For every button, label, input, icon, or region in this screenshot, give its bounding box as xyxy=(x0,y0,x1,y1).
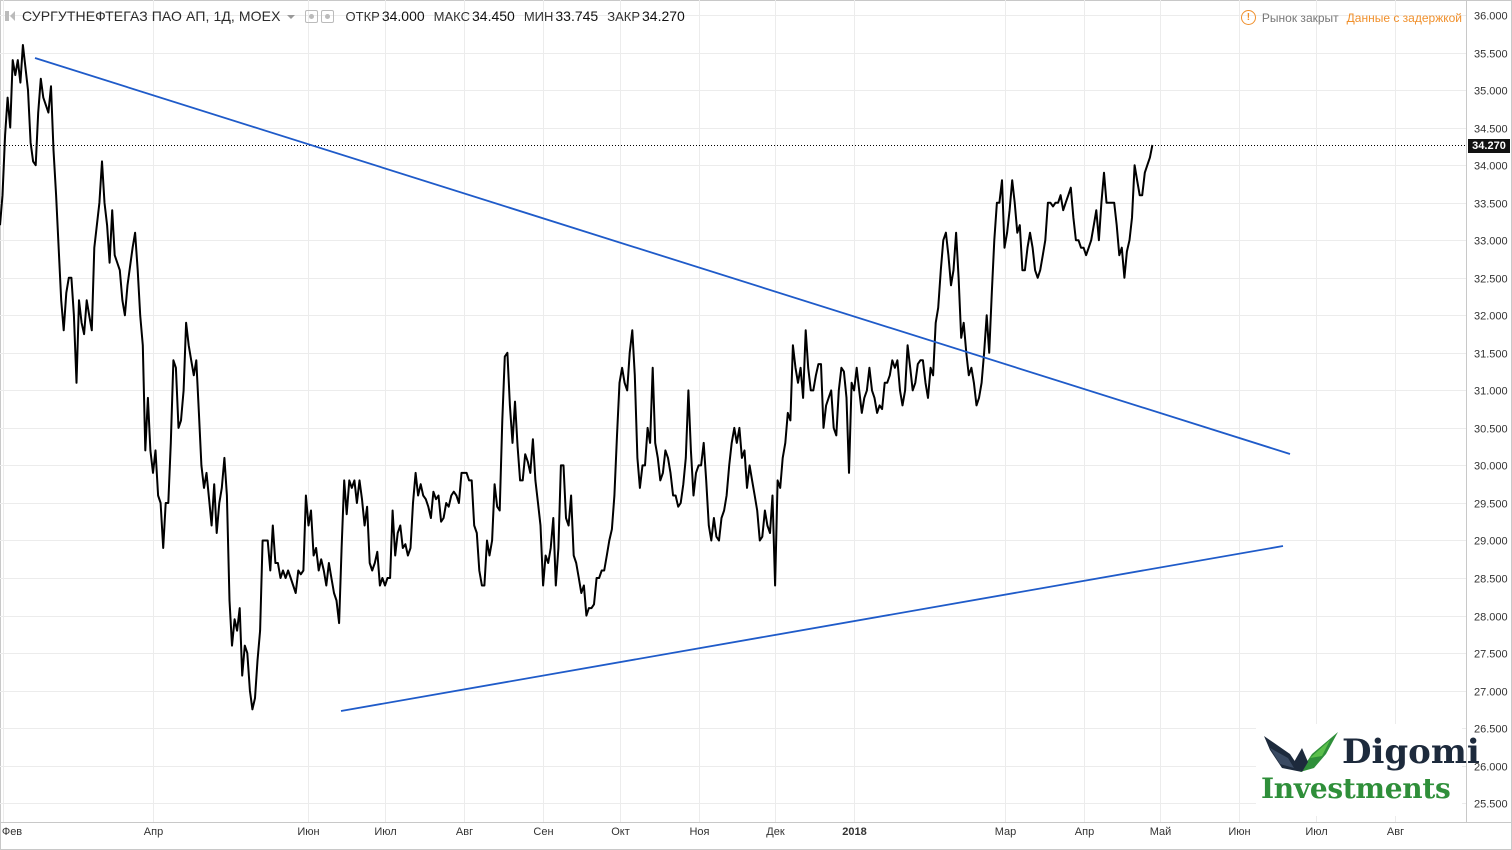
y-tick-label: 27.500 xyxy=(1474,649,1508,661)
watermark-logo: Digomi Investments xyxy=(1256,724,1480,816)
collapse-legend-icon[interactable] xyxy=(4,10,16,22)
price-line-series[interactable] xyxy=(0,44,1154,711)
close-label: ЗАКР xyxy=(607,8,640,24)
open-label: ОТКР xyxy=(345,8,380,24)
y-tick-label: 33.500 xyxy=(1474,199,1508,211)
y-tick-label: 33.000 xyxy=(1474,236,1508,248)
chart-header: СУРГУТНЕФТЕГАЗ ПАО АП, 1Д, MOEX ОТКР 34.… xyxy=(4,6,685,26)
y-tick-label: 35.000 xyxy=(1474,86,1508,98)
y-tick-label: 34.500 xyxy=(1474,124,1508,136)
high-label: МАКС xyxy=(433,8,470,24)
y-tick-label: 29.500 xyxy=(1474,499,1508,511)
chevron-down-icon[interactable] xyxy=(286,15,295,19)
y-tick-label: 36.000 xyxy=(1474,11,1508,23)
last-price-badge: 34.270 xyxy=(1468,138,1510,153)
x-tick-label: Авг xyxy=(1387,826,1404,838)
low-value: 33.745 xyxy=(555,8,599,24)
x-tick-label: Июл xyxy=(1305,826,1327,838)
close-value: 34.270 xyxy=(642,8,685,24)
warning-icon[interactable]: ! xyxy=(1240,10,1256,25)
x-tick-label: Июн xyxy=(1228,826,1250,838)
open-value: 34.000 xyxy=(381,8,425,24)
vertical-gridlines xyxy=(3,0,1396,822)
visibility-icon[interactable] xyxy=(304,9,318,23)
logo-wordmark-investments: Investments xyxy=(1261,772,1451,805)
x-tick-label: Окт xyxy=(611,826,630,838)
y-tick-label: 28.500 xyxy=(1474,574,1508,586)
y-tick-label: 26.500 xyxy=(1474,724,1508,736)
x-tick-label: Мар xyxy=(995,826,1017,838)
y-tick-label: 26.000 xyxy=(1474,762,1508,774)
y-tick-label: 34.000 xyxy=(1474,161,1508,173)
y-tick-label: 35.500 xyxy=(1474,49,1508,61)
descending-resistance-trendline[interactable] xyxy=(34,57,1291,455)
x-tick-label: Июн xyxy=(297,826,319,838)
y-tick-label: 25.500 xyxy=(1474,799,1508,811)
market-status-text: Рынок закрыт xyxy=(1261,10,1339,25)
low-label: МИН xyxy=(523,8,554,24)
x-tick-label: Май xyxy=(1150,826,1172,838)
x-tick-label: Ноя xyxy=(689,826,709,838)
logo-wordmark-digomi: Digomi xyxy=(1342,732,1480,772)
x-tick-label: Дек xyxy=(766,826,785,838)
y-tick-label: 28.000 xyxy=(1474,612,1508,624)
y-tick-label: 30.500 xyxy=(1474,424,1508,436)
symbol-title[interactable]: СУРГУТНЕФТЕГАЗ ПАО АП, 1Д, MOEX xyxy=(22,8,281,24)
y-tick-label: 29.000 xyxy=(1474,536,1508,548)
x-tick-label: Авг xyxy=(456,826,473,838)
y-tick-label: 31.000 xyxy=(1474,386,1508,398)
market-status-bar: ! Рынок закрыт Данные с задержкой xyxy=(1240,10,1462,25)
y-tick-label: 32.000 xyxy=(1474,311,1508,323)
high-value: 34.450 xyxy=(472,8,515,24)
horizontal-gridlines xyxy=(0,15,1466,804)
x-tick-label: Апр xyxy=(144,826,163,838)
y-tick-label: 30.000 xyxy=(1474,461,1508,473)
settings-icon[interactable] xyxy=(320,9,334,23)
x-tick-label: Июл xyxy=(374,826,396,838)
y-tick-label: 32.500 xyxy=(1474,274,1508,286)
x-tick-label: Фев xyxy=(2,826,22,838)
y-tick-label: 27.000 xyxy=(1474,687,1508,699)
x-tick-label: 2018 xyxy=(842,826,866,838)
ascending-support-trendline[interactable] xyxy=(340,545,1284,712)
time-axis[interactable]: Фев Апр Июн Июл Авг Сен Окт Ноя Дек 2018 Мар Апр Май… xyxy=(2,826,1404,838)
price-axis[interactable]: 36.000 35.500 35.000 34.500 34.000 33.500 33.0… xyxy=(1474,11,1508,811)
logo-bird-icon xyxy=(1264,732,1338,772)
delayed-data-link[interactable]: Данные с задержкой xyxy=(1346,10,1462,25)
y-tick-label: 31.500 xyxy=(1474,349,1508,361)
x-tick-label: Апр xyxy=(1075,826,1094,838)
x-tick-label: Сен xyxy=(533,826,553,838)
